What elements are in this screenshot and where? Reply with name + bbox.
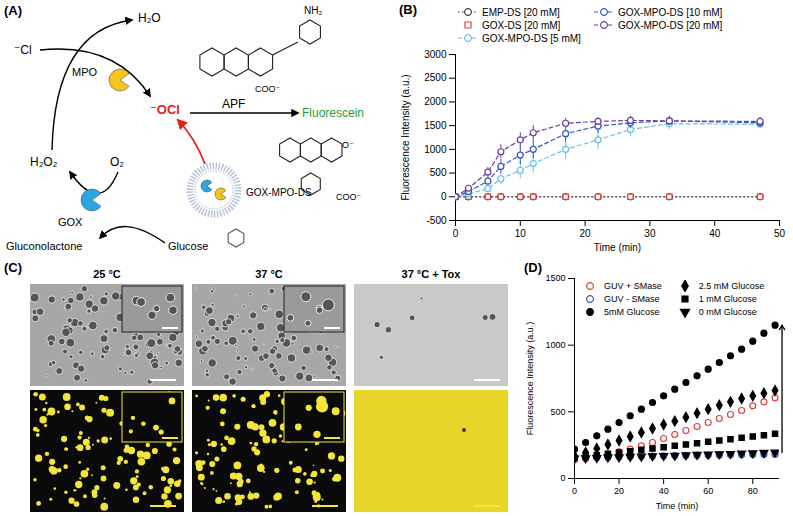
svg-text:GOX-MPO-DS: GOX-MPO-DS [246, 187, 312, 198]
svg-text:NH₂: NH₂ [304, 5, 322, 16]
svg-text:⁻OCl: ⁻OCl [150, 102, 180, 117]
svg-text:Fluorescence Intensity (a.u.): Fluorescence Intensity (a.u.) [400, 74, 411, 200]
svg-text:60: 60 [703, 486, 713, 496]
html-text:GOX-MPO-DS [5 mM]: GOX-MPO-DS [5 mM] [482, 32, 581, 44]
svg-text:3000: 3000 [424, 49, 447, 60]
svg-text:2500: 2500 [424, 72, 447, 83]
html-text:0 mM Glucose: 0 mM Glucose [698, 307, 757, 317]
svg-text:COO⁻: COO⁻ [336, 192, 362, 202]
svg-text:1500: 1500 [424, 120, 447, 131]
svg-text:0: 0 [572, 486, 577, 496]
svg-text:COO⁻: COO⁻ [255, 84, 281, 94]
html-text:(D): (D) [524, 260, 542, 275]
svg-text:0: 0 [453, 228, 459, 239]
html-text:GUV + SMase: GUV + SMase [604, 281, 662, 291]
svg-text:Time (min): Time (min) [656, 501, 699, 511]
svg-text:Fluorescence Intensity (a.u.): Fluorescence Intensity (a.u.) [525, 322, 535, 436]
svg-text:Gluconolactone: Gluconolactone [6, 240, 82, 252]
svg-text:1000: 1000 [424, 144, 447, 155]
html-text:1 mM Glucose: 1 mM Glucose [698, 294, 757, 304]
svg-text:37 °C + Tox: 37 °C + Tox [402, 268, 462, 280]
svg-text:0: 0 [441, 191, 447, 202]
svg-text:H₂O₂: H₂O₂ [30, 155, 58, 169]
svg-text:⁻Cl: ⁻Cl [14, 43, 32, 57]
svg-text:500: 500 [550, 407, 565, 417]
svg-text:80: 80 [748, 486, 758, 496]
html-text:5mM Glucose: 5mM Glucose [604, 307, 660, 317]
svg-text:(C): (C) [4, 260, 22, 275]
svg-text:0: 0 [560, 473, 565, 483]
svg-text:O⁻: O⁻ [342, 140, 354, 150]
svg-text:40: 40 [659, 486, 669, 496]
svg-text:Fluorescein: Fluorescein [302, 106, 364, 120]
html-text:(B): (B) [399, 2, 417, 17]
svg-text:APF: APF [222, 97, 245, 111]
svg-text:MPO: MPO [72, 66, 98, 78]
svg-text:2000: 2000 [424, 96, 447, 107]
svg-text:(A): (A) [4, 3, 22, 18]
html-text:EMP-DS [20 mM]: EMP-DS [20 mM] [482, 6, 560, 18]
svg-text:20: 20 [580, 228, 592, 239]
svg-text:Glucose: Glucose [168, 240, 208, 252]
html-text:GOX-MPO-DS [20 mM]: GOX-MPO-DS [20 mM] [617, 19, 723, 31]
svg-text:1000: 1000 [545, 340, 565, 350]
svg-text:37 °C: 37 °C [255, 268, 283, 280]
html-text:GOX-DS [20 mM]: GOX-DS [20 mM] [482, 19, 561, 31]
html-text:GUV - SMase: GUV - SMase [604, 294, 660, 304]
svg-text:H₂O: H₂O [138, 11, 161, 25]
svg-text:O₂: O₂ [110, 155, 124, 169]
html-text:GOX-MPO-DS [10 mM]: GOX-MPO-DS [10 mM] [617, 6, 723, 18]
svg-text:Time (min): Time (min) [594, 242, 641, 253]
svg-text:50: 50 [774, 228, 786, 239]
svg-text:10: 10 [515, 228, 527, 239]
svg-text:-500: -500 [426, 215, 446, 226]
svg-text:30: 30 [644, 228, 656, 239]
svg-text:500: 500 [430, 167, 447, 178]
svg-text:20: 20 [614, 486, 624, 496]
svg-text:40: 40 [709, 228, 721, 239]
svg-text:25 °C: 25 °C [93, 268, 121, 280]
html-text:2.5 mM Glucose: 2.5 mM Glucose [698, 281, 765, 291]
svg-text:1500: 1500 [545, 273, 565, 283]
svg-text:GOX: GOX [58, 216, 83, 228]
